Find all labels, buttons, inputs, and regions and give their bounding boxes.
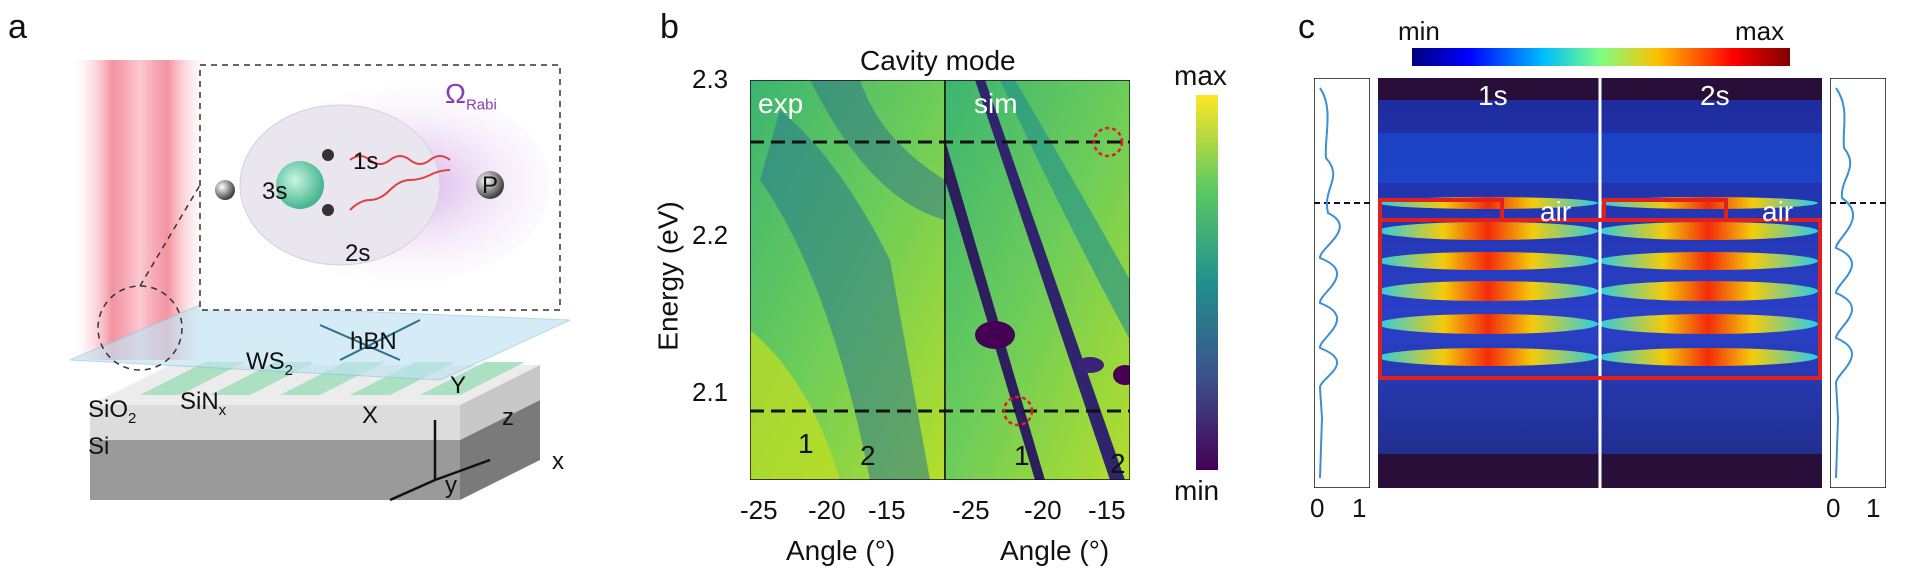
panel-a-letter: a	[8, 8, 27, 46]
marker-2s	[1092, 126, 1124, 158]
label-x-axis-inplane: X	[362, 402, 379, 429]
inset-3s: 3s	[262, 178, 288, 205]
colorbar-c-max: max	[1735, 16, 1785, 46]
panel-b-colorbar	[1196, 95, 1218, 470]
c-left-axis-0: 0	[1310, 493, 1325, 523]
label-2-exp: 2	[860, 440, 876, 471]
label-1s-sim: 1s	[1138, 420, 1168, 451]
c-left-axis-1: 1	[1352, 493, 1367, 523]
label-c-1s: 1s	[1478, 80, 1508, 111]
xtick-right-25: -25	[952, 495, 990, 525]
label-2s-sim: 2s	[1138, 160, 1168, 191]
xyz-axes	[389, 420, 491, 502]
panel-b-xlabel-right: Angle (°)	[1000, 535, 1110, 566]
label-hbn: hBN	[350, 328, 397, 355]
label-y: y	[445, 472, 457, 499]
label-y-axis-inplane: Y	[450, 372, 467, 399]
label-sim: sim	[974, 88, 1018, 119]
panel-c-right-profile	[1830, 78, 1886, 488]
label-c-air-right: air	[1762, 196, 1794, 227]
inset-omega-rabi: ΩRabi	[445, 78, 497, 114]
colorbar-b-min: min	[1174, 475, 1220, 506]
xtick-left-25: -25	[740, 495, 778, 525]
xtick-right-20: -20	[1024, 495, 1062, 525]
panel-c-letter: c	[1298, 8, 1315, 46]
panel-b-xlabel-left: Angle (°)	[786, 535, 896, 566]
laser-beam	[70, 60, 210, 360]
exp-map	[750, 80, 946, 480]
panel-b-ylabel: Energy (eV)	[652, 201, 684, 351]
label-c-air-left: air	[1540, 196, 1572, 227]
label-c-2s: 2s	[1700, 80, 1730, 111]
label-z: z	[502, 404, 514, 431]
label-exp: exp	[758, 88, 804, 119]
colorbar-b-max: max	[1174, 60, 1227, 91]
sim-map	[944, 80, 1130, 480]
label-x: x	[552, 448, 564, 475]
panel-a-illustration	[69, 60, 571, 502]
panel-c-colorbar	[1412, 48, 1790, 66]
label-2-sim: 2	[1110, 448, 1126, 479]
label-sinx: SiNx	[180, 388, 227, 419]
label-1-sim: 1	[1014, 440, 1030, 471]
inset-p: P	[482, 172, 499, 199]
label-1-exp: 1	[798, 428, 814, 459]
xtick-left-15: -15	[868, 495, 906, 525]
c-right-axis-0: 0	[1826, 493, 1841, 523]
focus-circle	[97, 285, 183, 371]
inset-2s: 2s	[345, 240, 371, 267]
colorbar-c-min: min	[1398, 16, 1440, 46]
label-si: Si	[88, 433, 110, 460]
panel-b-title: Cavity mode	[860, 45, 1016, 76]
inset-1s: 1s	[353, 148, 379, 175]
exciton-core	[276, 161, 324, 209]
panel-c-field-map	[1378, 78, 1822, 488]
panel-b-maps	[750, 80, 1130, 480]
marker-1s	[1002, 395, 1034, 427]
xtick-right-15: -15	[1088, 495, 1126, 525]
panel-c-left-profile	[1314, 78, 1370, 488]
ytick-2-3: 2.3	[692, 64, 729, 94]
label-sio2: SiO2	[88, 396, 137, 427]
ytick-2-2: 2.2	[692, 220, 729, 250]
highlight-grating	[1378, 218, 1822, 380]
ytick-2-1: 2.1	[692, 377, 729, 407]
label-ws2: WS2	[246, 348, 294, 379]
xtick-left-20: -20	[808, 495, 846, 525]
c-right-axis-1: 1	[1866, 493, 1881, 523]
panel-b-letter: b	[660, 8, 679, 46]
hbn-sheet	[69, 304, 571, 381]
